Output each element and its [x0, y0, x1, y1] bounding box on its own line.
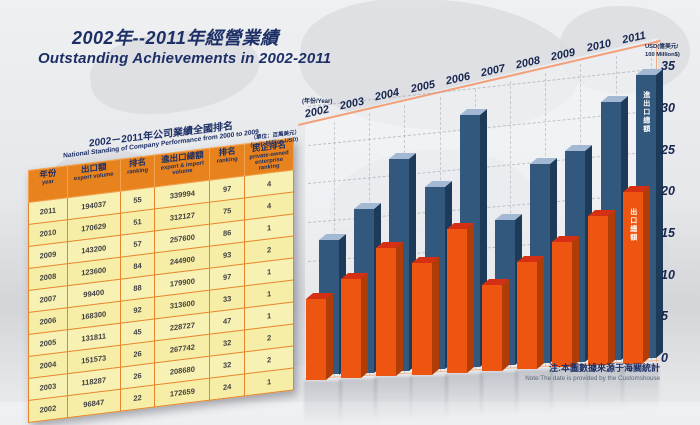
- bar-side-face: [326, 293, 333, 381]
- col-ranking-2: 排名 ranking: [209, 143, 245, 181]
- y-tick-label: 0: [661, 351, 668, 365]
- bar-export: [552, 236, 580, 368]
- chart-note: 注:本圖數據來源于海關統計 Note:The date is provided …: [525, 361, 660, 382]
- y-tick-label: 35: [661, 59, 675, 74]
- chart-layer: (年份/Year) USD(億美元/ 100 Million$) 2002 200…: [298, 30, 700, 425]
- chart-note-zh: 注:本圖數據來源于海關統計: [549, 363, 660, 373]
- y-tick-label: 30: [661, 100, 675, 115]
- chart-note-en: Note:The date is provided by the Customs…: [525, 375, 660, 382]
- bar-reflection: [444, 373, 483, 418]
- bar-series-label-total: 進出口總額: [642, 91, 650, 134]
- bar-series-label-export: 出口總額: [629, 208, 637, 243]
- y-tick-label: 5: [661, 309, 668, 324]
- bar-export: [341, 273, 369, 379]
- value-cell: 24: [209, 373, 245, 401]
- y-axis-unit-line1: USD(億美元/: [645, 44, 679, 50]
- bar-reflection: [409, 375, 448, 420]
- bar-side-face: [502, 279, 509, 371]
- bar-reflection: [620, 364, 659, 409]
- col-ranking-1: 排名 ranking: [120, 154, 155, 192]
- y-tick-label: 15: [661, 225, 675, 240]
- table-body: 2011 194037 55 339994 97 4 2010 170629 51 312127 7…: [28, 169, 294, 423]
- bar-export: 出口總額: [622, 186, 650, 364]
- y-axis-unit-label: USD(億美元/ 100 Million$): [645, 44, 700, 59]
- ranking-table: 年份 year 出口額 export volume 排名 ranking 進出口總額 e…: [28, 137, 294, 423]
- bar-side-face: [396, 242, 404, 377]
- bar-side-face: [466, 222, 474, 373]
- bar-export: [517, 256, 545, 370]
- page-title-en: Outstanding Achievements in 2002-2011: [38, 50, 332, 67]
- y-tick-label: 20: [661, 184, 675, 199]
- ranking-table-panel: 2002－2011年公司業績全國排名 National Standing of …: [28, 109, 300, 423]
- bar-export: [482, 279, 510, 371]
- page-title: 2002年--2011年經營業績 Outstanding Achievement…: [38, 24, 331, 67]
- bar-side-face: [642, 186, 650, 364]
- page-title-zh: 2002年--2011年經營業績: [72, 28, 279, 48]
- bar-side-face: [537, 256, 545, 370]
- bar-reflection: [374, 377, 413, 422]
- y-tick-label: 25: [661, 142, 675, 157]
- bar-export: [376, 242, 404, 377]
- bar-side-face: [431, 256, 439, 375]
- year-cell: 2002: [28, 395, 68, 423]
- bar-reflection: [480, 371, 518, 416]
- bar-export: [446, 222, 474, 373]
- bar-reflection: [304, 381, 342, 425]
- bar-export: [587, 209, 615, 366]
- bar-reflection: [339, 379, 378, 424]
- bar-side-face: [361, 273, 369, 379]
- bar-export: [411, 256, 439, 375]
- x-axis-unit-label: (年份/Year): [302, 99, 333, 105]
- bar-side-face: [572, 236, 580, 368]
- value-cell: 22: [120, 384, 155, 412]
- bar-side-face: [607, 209, 615, 366]
- bar-export: [306, 293, 334, 381]
- col-year: 年份 year: [28, 165, 68, 203]
- y-tick-label: 10: [661, 267, 675, 282]
- y-axis-unit-line2: 100 Million$): [645, 51, 680, 58]
